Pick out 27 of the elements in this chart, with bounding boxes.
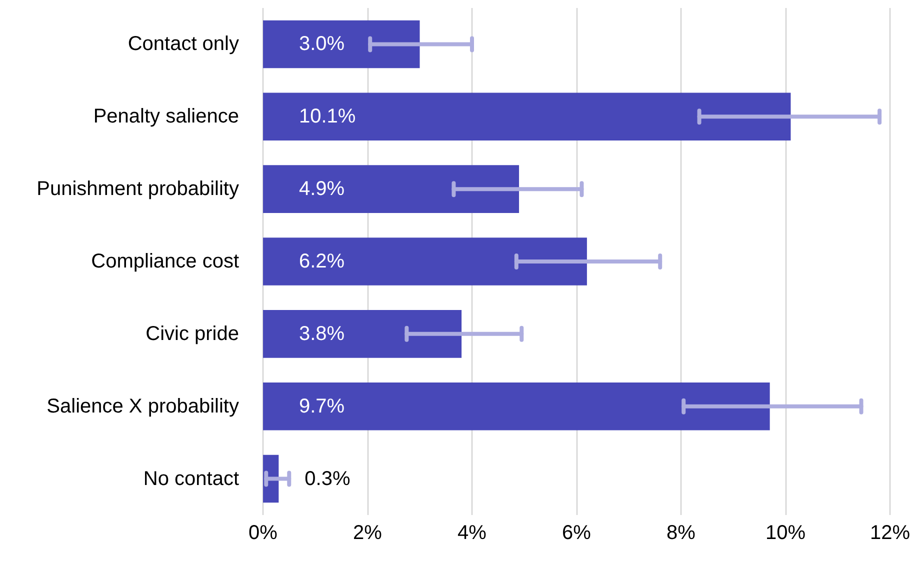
x-tick-label: 10% — [765, 522, 806, 544]
x-tick-label: 6% — [562, 522, 592, 544]
data-label: 10.1% — [299, 106, 356, 128]
x-tick-label: 0% — [248, 522, 278, 544]
y-tick-label: Contact only — [128, 33, 239, 56]
bar — [263, 382, 770, 430]
y-tick-label: Civic pride — [146, 322, 239, 345]
y-tick-label: Penalty salience — [93, 106, 239, 128]
bar — [263, 20, 420, 68]
x-tick-label: 8% — [666, 522, 696, 544]
x-tick-label: 2% — [353, 522, 382, 544]
y-tick-label: Salience X probability — [46, 395, 239, 418]
y-tick-label: Punishment probability — [36, 178, 239, 200]
y-tick-label: No contact — [143, 468, 240, 490]
data-label: 9.7% — [299, 395, 345, 418]
data-label: 3.0% — [299, 33, 345, 56]
x-tick-label: 4% — [458, 522, 487, 544]
data-label: 4.9% — [299, 178, 345, 200]
data-label: 0.3% — [304, 468, 350, 490]
x-tick-label: 12% — [870, 522, 910, 544]
y-tick-label: Compliance cost — [91, 250, 240, 272]
bar — [263, 310, 462, 358]
bar — [263, 165, 520, 213]
data-label: 6.2% — [299, 250, 345, 272]
bar — [263, 238, 587, 286]
data-label: 3.8% — [299, 322, 345, 345]
bar — [263, 92, 791, 141]
